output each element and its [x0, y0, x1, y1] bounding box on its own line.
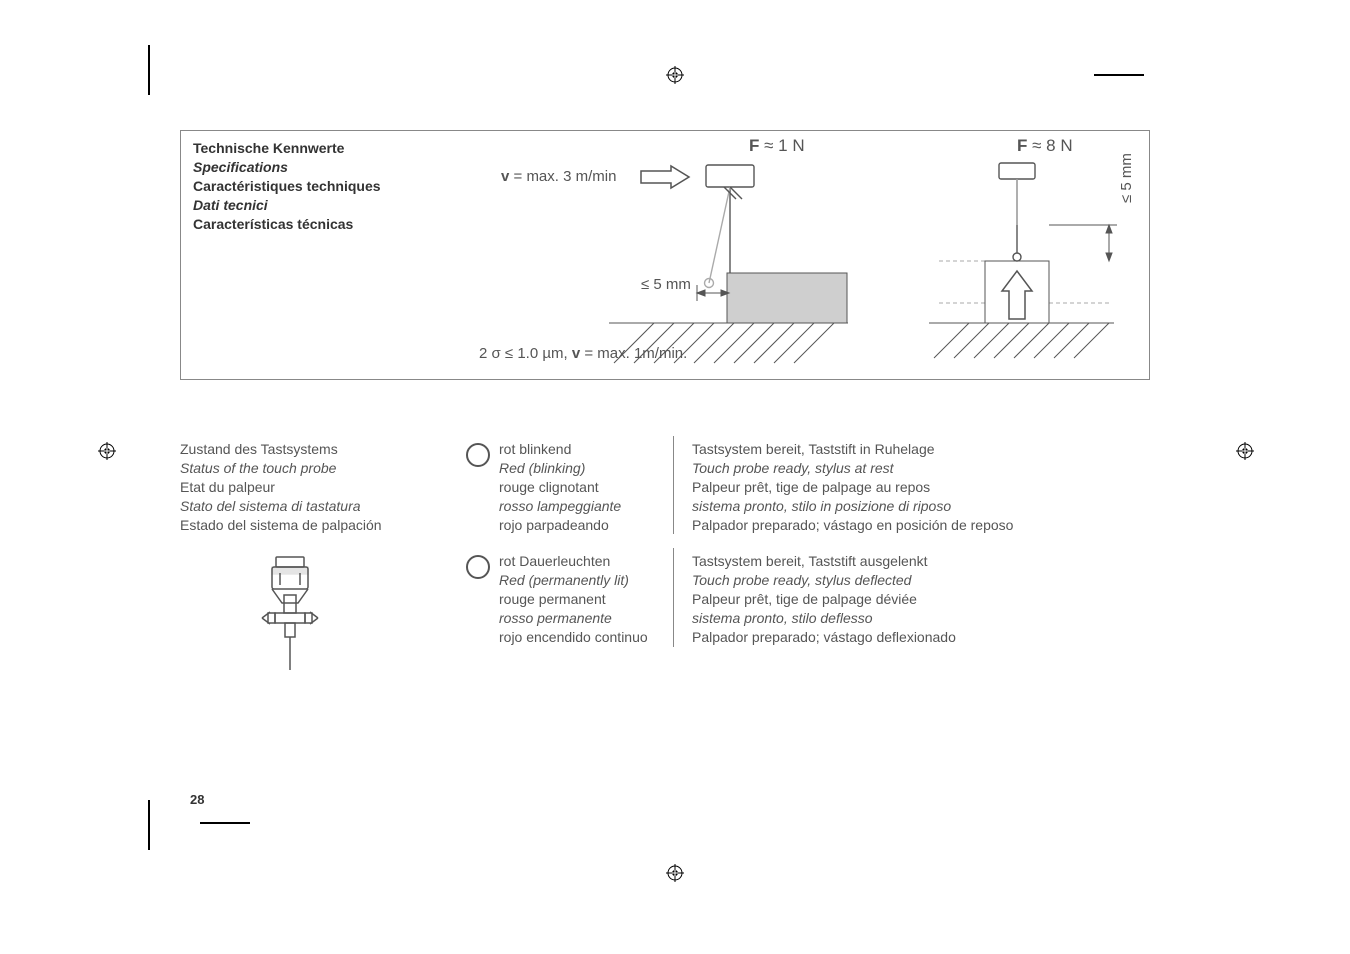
status-heading-de: Zustand des Tastsystems	[180, 440, 450, 459]
status-desc-en: Touch probe ready, stylus deflected	[692, 571, 1145, 590]
crop-mark	[200, 822, 250, 824]
status-desc-fr: Palpeur prêt, tige de palpage au repos	[692, 478, 1145, 497]
registration-mark	[1236, 442, 1254, 460]
led-label-fr: rouge permanent	[499, 590, 648, 609]
status-desc-de: Tastsystem bereit, Taststift in Ruhelage	[692, 440, 1145, 459]
registration-mark	[666, 66, 684, 84]
status-heading-fr: Etat du palpeur	[180, 478, 450, 497]
crop-mark	[148, 45, 150, 95]
registration-mark	[666, 864, 684, 882]
status-desc-de: Tastsystem bereit, Taststift ausgelenkt	[692, 552, 1145, 571]
heading-fr: Caractéristiques techniques	[193, 177, 381, 196]
status-heading-it: Stato del sistema di tastatura	[180, 497, 450, 516]
status-row: rot Dauerleuchten Red (permanently lit) …	[465, 548, 1145, 646]
svg-text:≤ 5 mm: ≤ 5 mm	[1118, 153, 1135, 203]
svg-text:2 σ ≤ 1.0 µm, v = max. 1m/min.: 2 σ ≤ 1.0 µm, v = max. 1m/min.	[479, 345, 687, 362]
led-label-fr: rouge clignotant	[499, 478, 621, 497]
status-desc-en: Touch probe ready, stylus at rest	[692, 459, 1145, 478]
led-label-es: rojo encendido continuo	[499, 628, 648, 647]
svg-text:≤ 5 mm: ≤ 5 mm	[641, 276, 691, 293]
heading-it: Dati tecnici	[193, 196, 381, 215]
status-desc-it: sistema pronto, stilo deflesso	[692, 609, 1145, 628]
svg-text:F ≈ 8 N: F ≈ 8 N	[1017, 136, 1073, 155]
led-label-it: rosso permanente	[499, 609, 648, 628]
heading-de: Technische Kennwerte	[193, 139, 381, 158]
spec-diagram: v = max. 3 m/min F ≈ 1 N	[449, 133, 1149, 379]
status-desc-it: sistema pronto, stilo in posizione di ri…	[692, 497, 1145, 516]
divider	[673, 436, 674, 534]
led-label-es: rojo parpadeando	[499, 516, 621, 535]
led-blinking-icon	[465, 442, 491, 468]
status-desc-fr: Palpeur prêt, tige de palpage déviée	[692, 590, 1145, 609]
status-desc-es: Palpador preparado; vástago deflexionado	[692, 628, 1145, 647]
status-table: rot blinkend Red (blinking) rouge cligno…	[465, 436, 1145, 661]
status-row: rot blinkend Red (blinking) rouge cligno…	[465, 436, 1145, 534]
registration-mark	[98, 442, 116, 460]
heading-en: Specifications	[193, 158, 381, 177]
led-label-en: Red (blinking)	[499, 459, 621, 478]
svg-text:v = max. 3 m/min: v = max. 3 m/min	[501, 168, 616, 185]
led-label-de: rot Dauerleuchten	[499, 552, 648, 571]
touch-probe-icon	[260, 555, 320, 678]
led-label-it: rosso lampeggiante	[499, 497, 621, 516]
page-number: 28	[190, 792, 204, 807]
status-heading-block: Zustand des Tastsystems Status of the to…	[180, 440, 450, 534]
crop-mark	[1094, 74, 1144, 76]
spec-headings: Technische Kennwerte Specifications Cara…	[193, 139, 381, 233]
svg-text:F ≈ 1 N: F ≈ 1 N	[749, 136, 805, 155]
status-desc-es: Palpador preparado; vástago en posición …	[692, 516, 1145, 535]
heading-es: Características técnicas	[193, 215, 381, 234]
led-permanent-icon	[465, 554, 491, 580]
status-heading-es: Estado del sistema de palpación	[180, 516, 450, 535]
crop-mark	[148, 800, 150, 850]
divider	[673, 548, 674, 646]
led-label-en: Red (permanently lit)	[499, 571, 648, 590]
led-label-de: rot blinkend	[499, 440, 621, 459]
spec-panel: Technische Kennwerte Specifications Cara…	[180, 130, 1150, 380]
status-heading-en: Status of the touch probe	[180, 459, 450, 478]
